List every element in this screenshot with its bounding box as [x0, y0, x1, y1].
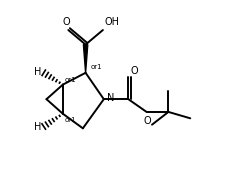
Text: or1: or1 [90, 64, 102, 70]
Text: H: H [34, 122, 41, 132]
Text: N: N [107, 93, 114, 103]
Text: OH: OH [105, 17, 120, 27]
Text: O: O [130, 66, 138, 76]
Text: H: H [34, 67, 41, 77]
Text: O: O [144, 116, 151, 126]
Text: O: O [63, 17, 70, 27]
Text: or1: or1 [65, 117, 76, 123]
Text: or1: or1 [65, 77, 76, 83]
Polygon shape [83, 45, 88, 73]
